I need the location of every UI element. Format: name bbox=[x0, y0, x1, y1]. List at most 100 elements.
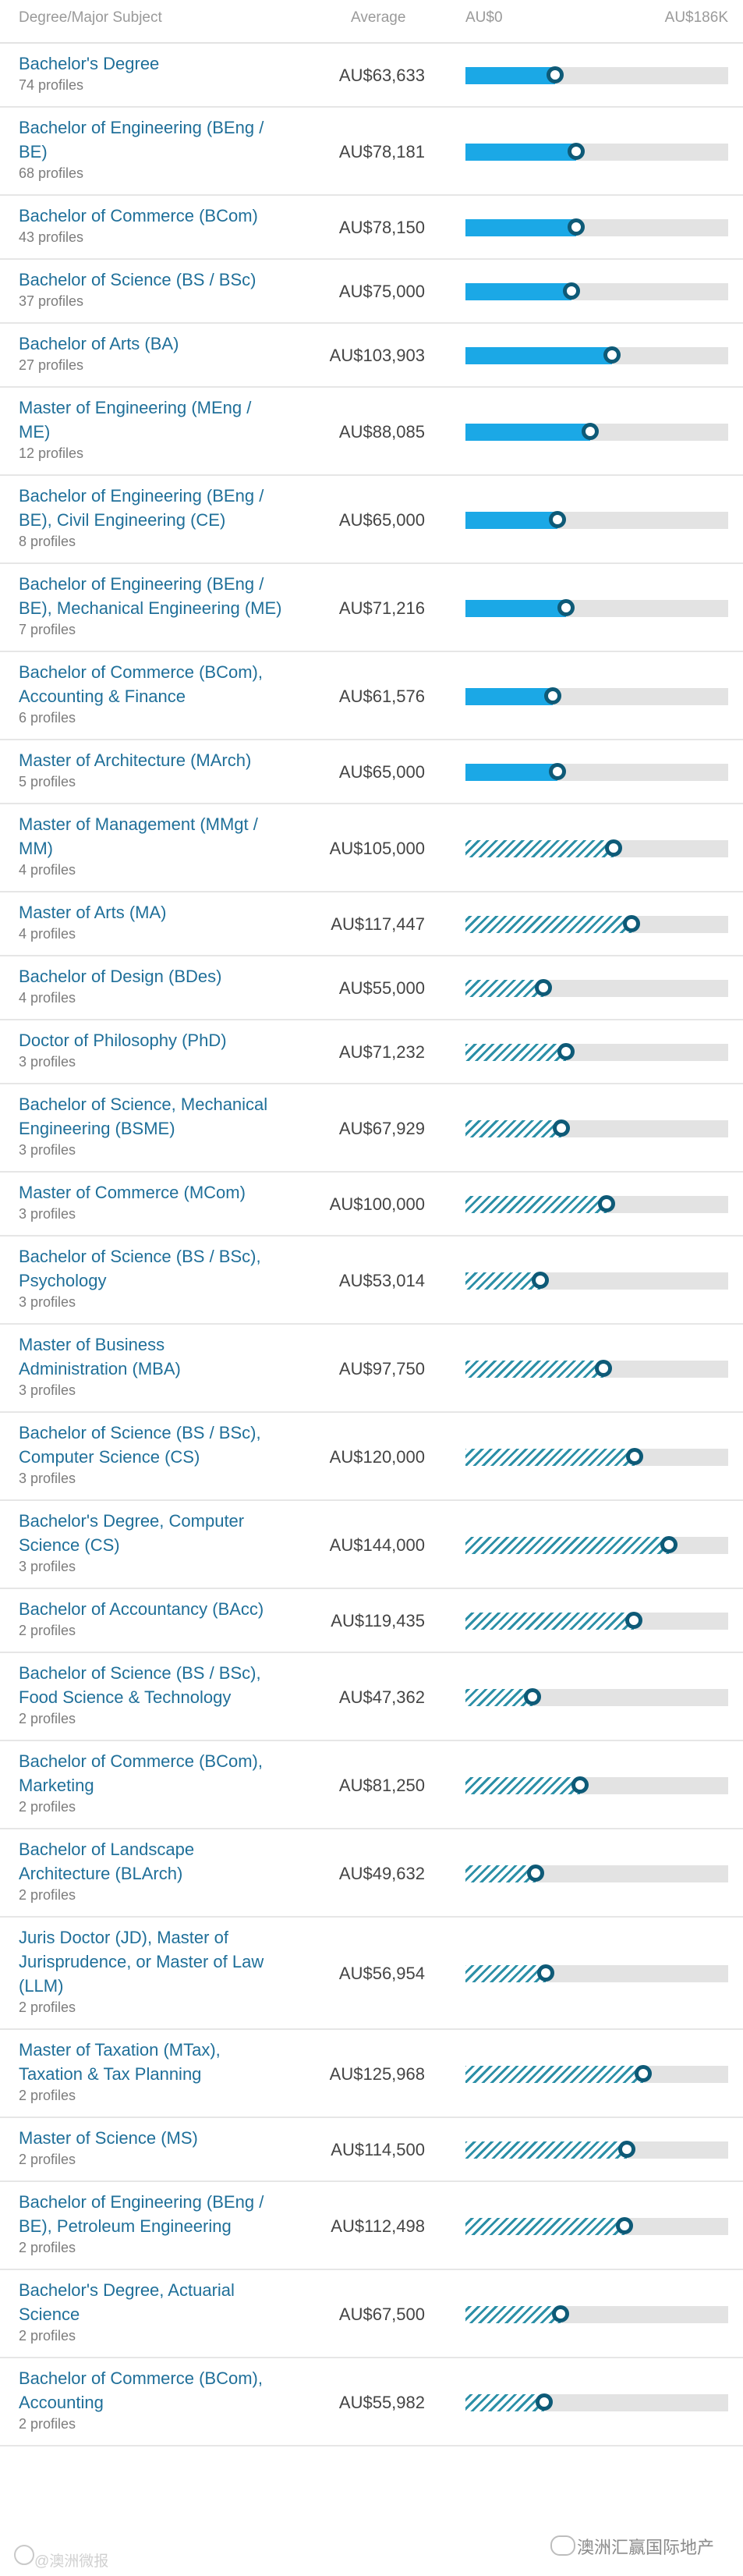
profile-count: 5 profiles bbox=[19, 774, 76, 789]
table-row: Bachelor of Science (BS / BSc), Computer … bbox=[0, 1413, 743, 1501]
average-salary: AU$71,216 bbox=[338, 598, 425, 618]
degree-name-link[interactable]: Master of Management (MMgt / MM) bbox=[19, 814, 258, 858]
degree-name-link[interactable]: Bachelor of Commerce (BCom), Marketing bbox=[19, 1751, 263, 1795]
degree-name-link[interactable]: Bachelor's Degree bbox=[19, 54, 160, 73]
salary-bar-track bbox=[465, 282, 728, 300]
row-label: Bachelor of Commerce (BCom), Marketing 2 p… bbox=[19, 1749, 299, 1816]
degree-name-link[interactable]: Bachelor of Engineering (BEng / BE), Petr… bbox=[19, 2192, 264, 2236]
table-row: Master of Management (MMgt / MM) 4 profile… bbox=[0, 804, 743, 892]
degree-name-link[interactable]: Bachelor's Degree, Computer Science (CS) bbox=[19, 1511, 245, 1555]
salary-bar bbox=[465, 600, 566, 617]
degree-name-link[interactable]: Master of Arts (MA) bbox=[19, 903, 167, 922]
degree-name-link[interactable]: Doctor of Philosophy (PhD) bbox=[19, 1031, 227, 1050]
degree-name-link[interactable]: Bachelor of Commerce (BCom) bbox=[19, 206, 258, 225]
profile-count: 4 profiles bbox=[19, 990, 76, 1006]
table-row: Bachelor of Arts (BA) 27 profiles AU$103,9… bbox=[0, 324, 743, 388]
salary-bar bbox=[465, 916, 632, 933]
row-label: Bachelor of Science (BS / BSc), Psycholog… bbox=[19, 1244, 299, 1311]
salary-bar-track bbox=[465, 1448, 728, 1466]
row-label: Bachelor of Science (BS / BSc) 37 profile… bbox=[19, 268, 299, 310]
salary-marker bbox=[605, 839, 622, 857]
salary-bar bbox=[465, 1865, 536, 1882]
degree-name-link[interactable]: Master of Taxation (MTax), Taxation & Tax… bbox=[19, 2040, 221, 2084]
degree-name-link[interactable]: Bachelor of Engineering (BEng / BE) bbox=[19, 118, 264, 161]
salary-bar-track bbox=[465, 143, 728, 161]
average-salary: AU$120,000 bbox=[329, 1447, 425, 1467]
degree-name-link[interactable]: Bachelor of Accountancy (BAcc) bbox=[19, 1599, 264, 1619]
degree-name-link[interactable]: Bachelor of Commerce (BCom), Accounting &… bbox=[19, 662, 263, 706]
salary-marker bbox=[618, 2141, 635, 2158]
salary-bar bbox=[465, 1361, 603, 1378]
degree-name-link[interactable]: Bachelor of Landscape Architecture (BLArc… bbox=[19, 1840, 195, 1883]
degree-name-link[interactable]: Juris Doctor (JD), Master of Jurisprudenc… bbox=[19, 1928, 264, 1996]
profile-count: 12 profiles bbox=[19, 445, 84, 461]
degree-name-link[interactable]: Bachelor of Science (BS / BSc) bbox=[19, 270, 257, 289]
salary-bar-track bbox=[465, 1776, 728, 1794]
degree-name-link[interactable]: Bachelor of Science (BS / BSc), Food Scie… bbox=[19, 1663, 261, 1707]
degree-name-link[interactable]: Bachelor of Science, Mechanical Engineeri… bbox=[19, 1095, 268, 1138]
degree-name-link[interactable]: Master of Business Administration (MBA) bbox=[19, 1335, 181, 1378]
profile-count: 2 profiles bbox=[19, 2088, 76, 2103]
salary-marker bbox=[625, 1612, 642, 1629]
degree-name-link[interactable]: Bachelor of Arts (BA) bbox=[19, 334, 179, 353]
table-row: Bachelor of Engineering (BEng / BE) 68 pro… bbox=[0, 108, 743, 196]
degree-name-link[interactable]: Master of Commerce (MCom) bbox=[19, 1183, 246, 1202]
salary-marker bbox=[547, 66, 564, 83]
salary-bar bbox=[465, 764, 557, 781]
degree-name-link[interactable]: Master of Architecture (MArch) bbox=[19, 750, 252, 770]
salary-bar bbox=[465, 1537, 669, 1554]
average-salary: AU$47,362 bbox=[338, 1687, 425, 1707]
table-row: Bachelor of Science, Mechanical Engineeri… bbox=[0, 1084, 743, 1173]
row-label: Master of Arts (MA) 4 profiles bbox=[19, 900, 299, 943]
average-salary: AU$71,232 bbox=[338, 1042, 425, 1062]
average-salary: AU$144,000 bbox=[329, 1535, 425, 1555]
degree-name-link[interactable]: Bachelor of Science (BS / BSc), Computer … bbox=[19, 1423, 261, 1467]
salary-bar-track bbox=[465, 2141, 728, 2159]
salary-marker bbox=[549, 763, 566, 780]
profile-count: 2 profiles bbox=[19, 2240, 76, 2255]
average-salary: AU$81,250 bbox=[338, 1776, 425, 1795]
row-label: Bachelor of Engineering (BEng / BE), Mech… bbox=[19, 572, 299, 639]
salary-marker bbox=[660, 1536, 678, 1553]
profile-count: 37 profiles bbox=[19, 293, 84, 309]
average-salary: AU$49,632 bbox=[338, 1864, 425, 1883]
table-row: Bachelor of Science (BS / BSc), Psycholog… bbox=[0, 1237, 743, 1325]
degree-name-link[interactable]: Bachelor of Engineering (BEng / BE), Civi… bbox=[19, 486, 264, 530]
salary-bar bbox=[465, 424, 590, 441]
salary-bar bbox=[465, 2306, 561, 2323]
salary-bar bbox=[465, 2218, 624, 2235]
degree-name-link[interactable]: Bachelor's Degree, Actuarial Science bbox=[19, 2280, 235, 2324]
profile-count: 2 profiles bbox=[19, 1711, 76, 1726]
profile-count: 3 profiles bbox=[19, 1142, 76, 1158]
salary-bar-track bbox=[465, 1865, 728, 1882]
salary-bar bbox=[465, 67, 555, 84]
degree-name-link[interactable]: Bachelor of Engineering (BEng / BE), Mech… bbox=[19, 574, 282, 618]
salary-bar bbox=[465, 347, 612, 364]
wechat-icon bbox=[550, 2535, 575, 2556]
row-label: Bachelor of Science (BS / BSc), Food Scie… bbox=[19, 1661, 299, 1728]
table-row: Master of Commerce (MCom) 3 profiles AU$10… bbox=[0, 1173, 743, 1237]
table-row: Bachelor of Design (BDes) 4 profiles AU$55… bbox=[0, 956, 743, 1020]
average-salary: AU$61,576 bbox=[338, 687, 425, 706]
salary-marker bbox=[532, 1272, 549, 1289]
degree-name-link[interactable]: Bachelor of Science (BS / BSc), Psycholog… bbox=[19, 1247, 261, 1290]
salary-bar-track bbox=[465, 839, 728, 857]
table-row: Juris Doctor (JD), Master of Jurisprudenc… bbox=[0, 1918, 743, 2030]
degree-name-link[interactable]: Bachelor of Design (BDes) bbox=[19, 967, 222, 986]
watermark-left: @澳洲微报 bbox=[34, 2553, 109, 2570]
degree-name-link[interactable]: Bachelor of Commerce (BCom), Accounting bbox=[19, 2368, 263, 2412]
average-salary: AU$55,000 bbox=[338, 978, 425, 998]
salary-bar-track bbox=[465, 1195, 728, 1213]
degree-name-link[interactable]: Master of Science (MS) bbox=[19, 2128, 198, 2148]
salary-bar-track bbox=[465, 2393, 728, 2411]
row-label: Bachelor of Science (BS / BSc), Computer … bbox=[19, 1421, 299, 1488]
degree-name-link[interactable]: Master of Engineering (MEng / ME) bbox=[19, 398, 252, 442]
table-row: Bachelor of Science (BS / BSc), Food Scie… bbox=[0, 1653, 743, 1741]
table-row: Master of Arts (MA) 4 profiles AU$117,447 bbox=[0, 892, 743, 956]
salary-bar bbox=[465, 2394, 544, 2411]
profile-count: 74 profiles bbox=[19, 77, 84, 93]
salary-marker bbox=[557, 1043, 575, 1060]
average-salary: AU$78,150 bbox=[338, 218, 425, 237]
row-label: Juris Doctor (JD), Master of Jurisprudenc… bbox=[19, 1925, 299, 2017]
